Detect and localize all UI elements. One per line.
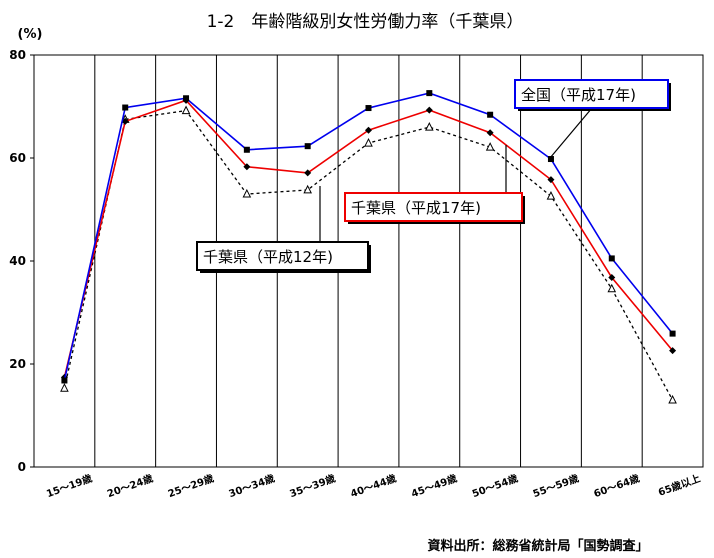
callout-label: 千葉県（平成17年) [351,199,481,217]
y-tick-label: 40 [9,254,26,268]
y-unit-label: (%) [18,27,43,42]
chart-title: 1-2 年齢階級別女性労働力率（千葉県） [207,12,524,32]
y-tick-label: 80 [9,48,26,62]
x-tick-label: 30～34歳 [227,472,276,501]
data-point [546,190,556,200]
data-point [608,255,615,262]
data-point [181,105,191,115]
callout-box [514,79,669,109]
data-point [547,156,554,163]
series-callouts: 全国（平成17年) 千葉県（平成17年) 千葉県（平成12年) [196,79,671,273]
callout-label: 全国（平成17年) [521,86,636,104]
callout-chiba-2005: 千葉県（平成17年) [344,145,525,224]
series-group [60,90,677,404]
callout-box [196,241,369,271]
source-note: 資料出所：総務省統計局「国勢調査」 [427,538,648,554]
x-axis-ticks: 15～19歳 20～24歳 25～29歳 30～34歳 35～39歳 40～44歳 45～4… [44,472,702,501]
x-tick-label: 25～29歳 [166,472,215,501]
data-point [365,126,372,134]
data-point [607,283,617,293]
data-point [365,105,372,112]
data-point [486,129,494,137]
x-tick-label: 55～59歳 [531,472,580,501]
data-point [243,146,250,153]
data-point [303,184,312,194]
x-tick-label: 65歳以上 [656,472,702,499]
x-tick-label: 20～24歳 [105,472,154,501]
data-point [122,104,129,111]
data-point [425,106,433,114]
data-point [364,137,373,147]
callout-box [344,192,523,222]
data-point [61,377,68,384]
x-tick-label: 50～54歳 [470,472,519,501]
data-point [183,95,190,102]
x-tick-label: 40～44歳 [349,472,398,501]
data-point [547,176,555,184]
data-point [669,330,676,337]
data-point [669,347,677,355]
callout-label: 千葉県（平成12年) [203,248,333,266]
data-point [485,142,495,151]
series-2 [60,105,677,404]
data-point [425,121,434,131]
data-point [60,383,69,392]
series-0 [61,90,676,384]
data-point [243,163,251,171]
callout-leader [549,107,593,159]
data-point [304,169,312,177]
data-point [668,394,677,404]
y-axis-ticks: 0 20 40 60 80 [9,48,34,474]
callout-national-2005: 全国（平成17年) [514,79,671,159]
y-tick-label: 0 [18,460,26,474]
x-tick-label: 15～19歳 [44,472,93,501]
data-point [487,111,494,118]
x-tick-label: 35～39歳 [288,472,337,501]
data-point [608,273,616,281]
y-tick-label: 20 [9,357,26,371]
y-tick-label: 60 [9,151,26,165]
callout-chiba-2000: 千葉県（平成12年) [196,186,371,273]
vertical-gridlines [94,55,643,467]
x-tick-label: 45～49歳 [409,472,458,501]
data-point [426,90,433,97]
data-point [242,188,252,198]
data-point [121,117,129,125]
data-point [304,143,311,150]
x-tick-label: 60～64歳 [592,472,641,501]
